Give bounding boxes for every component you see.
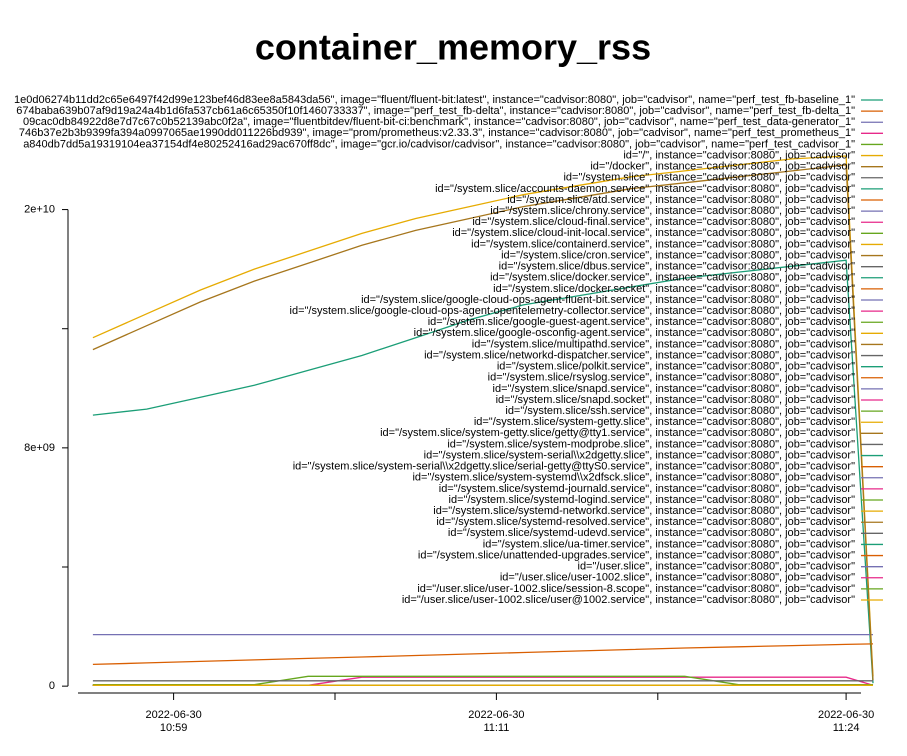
legend-label: id="/system.slice/snapd.service", instan…: [493, 383, 856, 395]
legend-label: id="/user.slice/user-1002.slice", instan…: [500, 572, 855, 584]
legend-label: id="/user.slice/user-1002.slice/user@100…: [402, 594, 855, 606]
legend-label: id="/system.slice/system-serial\\x2dgett…: [424, 449, 855, 461]
legend-label: id="/system.slice/cron.service", instanc…: [501, 249, 855, 261]
legend-label: id="/system.slice/ua-timer.service", ins…: [483, 538, 855, 550]
legend-label: id="/system.slice/cloud-init-local.servi…: [452, 227, 855, 239]
legend-label: id="/system.slice/systemd-networkd.servi…: [433, 505, 855, 517]
line-series: [92, 643, 874, 666]
legend-label: id="/user.slice/user-1002.slice/session-…: [417, 583, 855, 595]
legend-label: a840db7dd5a19319104ea37154df4e80252416ad…: [23, 138, 855, 150]
legend-label: id="/system.slice/google-guest-agent.ser…: [428, 316, 855, 328]
legend-label: id="/system.slice/systemd-logind.service…: [449, 494, 856, 506]
legend-label: id="/system.slice/systemd-udevd.service"…: [448, 527, 855, 539]
y-tick-label: 8e+09: [24, 442, 55, 454]
line-series: [92, 155, 874, 677]
legend-label: id="/system.slice/unattended-upgrades.se…: [418, 549, 855, 561]
legend-label: id="/system.slice/system-serial\\x2dgett…: [293, 461, 855, 473]
legend-label: id="/system.slice/accounts-daemon.servic…: [435, 183, 855, 195]
legend-label: id="/system.slice/polkit.service", insta…: [497, 361, 855, 373]
legend-label: id="/system.slice/systemd-journald.servi…: [439, 483, 855, 495]
legend-label: id="/system.slice/system-systemd\\x2dfsc…: [412, 472, 855, 484]
legend-label: 09cac0db84922d8e7d7c67c0b52139abc0f2a", …: [23, 116, 855, 128]
x-tick-label: 2022-06-30 10:59: [145, 709, 201, 734]
legend-label: id="/system.slice/ssh.service", instance…: [505, 405, 855, 417]
line-series: [92, 259, 874, 684]
legend-label: id="/system.slice/chrony.service", insta…: [490, 205, 855, 217]
legend-label: id="/system.slice/docker.service", insta…: [490, 272, 855, 284]
legend-label: id="/system.slice/system-modprobe.slice"…: [447, 438, 855, 450]
legend-label: id="/system.slice/systemd-resolved.servi…: [436, 516, 855, 528]
legend-label: id="/system.slice/cloud-final.service", …: [472, 216, 855, 228]
legend-label: id="/system.slice/system-getty.slice", i…: [474, 416, 855, 428]
legend-label: id="/system.slice/system-getty.slice/get…: [380, 427, 855, 439]
legend-label: 1e0d06274b11dd2c65e6497f42d99e123bef46d8…: [14, 94, 855, 106]
y-tick-label: 2e+10: [24, 203, 55, 215]
chart-title: container_memory_rss: [255, 27, 651, 68]
x-tick-label: 2022-06-30 11:11: [468, 709, 524, 734]
legend-label: id="/", instance="cadvisor:8080", job="c…: [623, 149, 855, 161]
legend-label: id="/system.slice/networkd-dispatcher.se…: [424, 349, 855, 361]
x-tick-label: 2022-06-30 11:24: [818, 709, 874, 734]
legend-label: id="/system.slice/multipathd.service", i…: [472, 338, 855, 350]
legend-label: id="/system.slice/snapd.socket", instanc…: [496, 394, 856, 406]
legend-label: id="/system.slice/docker.socket", instan…: [493, 283, 855, 295]
legend-label: 746b37e2b3b9399fa394a0997065ae1990dd0112…: [19, 127, 855, 139]
legend-label: id="/system.slice/atd.service", instance…: [507, 194, 855, 206]
legend-label: id="/system.slice/rsyslog.service", inst…: [488, 372, 855, 384]
legend-label: id="/system.slice/dbus.service", instanc…: [499, 261, 855, 273]
legend-label: 674baba639b07af9d19a24a4b1d6fa537cb61a6c…: [16, 105, 855, 117]
legend-label: id="/user.slice", instance="cadvisor:808…: [578, 561, 856, 573]
y-tick-label: 0: [49, 680, 55, 692]
legend-label: id="/system.slice/google-osconfig-agent.…: [414, 327, 855, 339]
line-series: [92, 164, 874, 681]
legend-label: id="/docker", instance="cadvisor:8080", …: [590, 161, 855, 173]
legend-label: id="/system.slice/containerd.service", i…: [471, 238, 855, 250]
legend-label: id="/system.slice/google-cloud-ops-agent…: [290, 305, 856, 317]
legend-label: id="/system.slice", instance="cadvisor:8…: [563, 172, 855, 184]
legend-label: id="/system.slice/google-cloud-ops-agent…: [361, 294, 855, 306]
